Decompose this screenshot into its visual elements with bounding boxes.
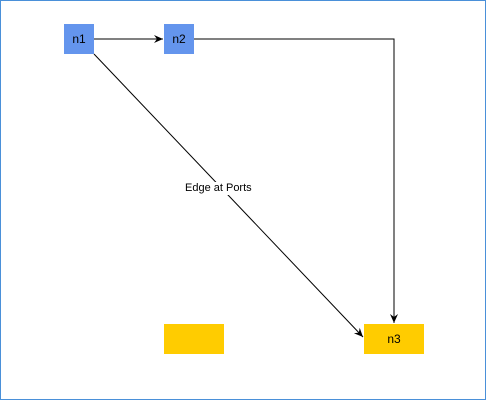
- node-n2[interactable]: n2: [164, 24, 194, 54]
- node-n1[interactable]: n1: [64, 24, 94, 54]
- edge-label-n1-n3: Edge at Ports: [185, 182, 252, 195]
- edge-n2-n3[interactable]: [194, 38, 398, 323]
- node-unlabeled[interactable]: [164, 324, 224, 354]
- node-n3[interactable]: n3: [364, 324, 424, 354]
- edge-n1-n3[interactable]: [93, 53, 364, 338]
- node-n1-label: n1: [72, 32, 86, 46]
- node-n2-label: n2: [172, 32, 186, 46]
- node-n3-label: n3: [387, 332, 401, 346]
